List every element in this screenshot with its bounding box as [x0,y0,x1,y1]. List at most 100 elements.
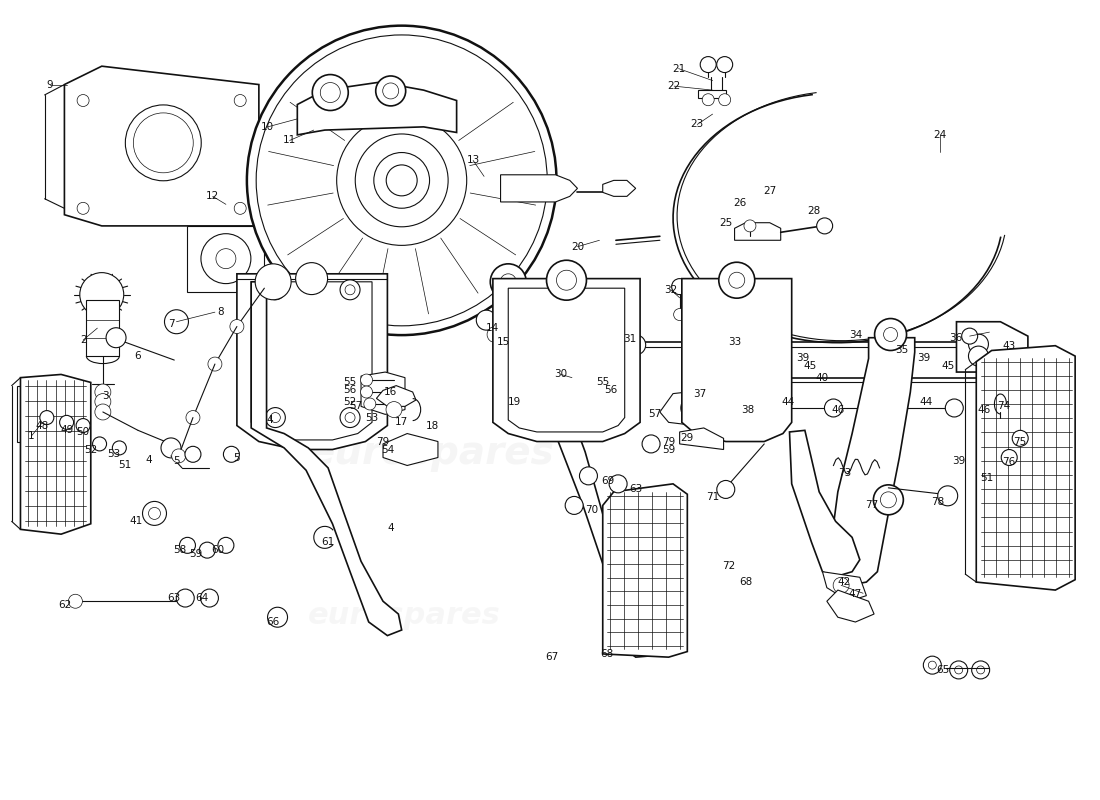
Text: 13: 13 [466,155,480,166]
Text: 47: 47 [849,589,862,599]
Circle shape [223,446,240,462]
Text: 54: 54 [381,446,394,455]
Text: 21: 21 [672,63,685,74]
Circle shape [681,396,705,420]
Polygon shape [493,278,640,442]
Circle shape [76,418,90,433]
Text: 55: 55 [343,378,356,387]
Circle shape [186,410,200,425]
Circle shape [208,357,222,371]
Circle shape [961,328,978,344]
Circle shape [833,578,849,594]
Text: 45: 45 [942,362,955,371]
Polygon shape [603,484,688,657]
Circle shape [361,386,373,398]
Text: 33: 33 [728,338,741,347]
Polygon shape [251,282,372,440]
Circle shape [345,285,355,294]
Text: 3: 3 [101,391,109,401]
Circle shape [750,399,768,417]
Text: 5: 5 [233,454,240,463]
Circle shape [575,373,591,389]
Text: 38: 38 [741,406,755,415]
Circle shape [296,262,328,294]
Text: 26: 26 [734,198,747,208]
Polygon shape [698,90,726,98]
Polygon shape [827,590,875,622]
Circle shape [557,270,576,290]
Circle shape [106,328,127,348]
Polygon shape [957,322,1027,372]
Polygon shape [500,174,578,202]
Polygon shape [21,374,91,534]
Circle shape [161,438,182,458]
Text: 14: 14 [486,323,499,333]
Text: 34: 34 [849,330,862,339]
Text: 19: 19 [508,397,521,406]
Text: 31: 31 [624,334,637,343]
Circle shape [355,134,448,227]
Text: 39: 39 [917,354,931,363]
Text: 76: 76 [1002,458,1015,467]
Circle shape [874,318,906,350]
Circle shape [642,435,660,453]
Text: 61: 61 [321,537,334,547]
Polygon shape [383,434,438,466]
Text: 63: 63 [629,485,642,494]
Text: 72: 72 [723,561,736,571]
Circle shape [77,94,89,106]
Polygon shape [187,226,264,292]
Circle shape [234,94,246,106]
Circle shape [267,607,287,627]
Text: 68: 68 [601,649,614,659]
Circle shape [494,382,518,406]
Polygon shape [735,222,781,240]
Circle shape [816,218,833,234]
Circle shape [977,666,985,674]
Text: 52: 52 [85,446,98,455]
Circle shape [880,492,896,508]
Circle shape [883,327,898,342]
Text: 70: 70 [585,506,598,515]
Text: 44: 44 [782,398,795,407]
Polygon shape [251,282,402,635]
Circle shape [340,280,360,300]
Circle shape [95,404,111,420]
Circle shape [717,481,735,498]
Circle shape [702,94,714,106]
Circle shape [476,310,496,330]
Text: 58: 58 [173,545,186,555]
Text: 57: 57 [648,410,661,419]
Circle shape [672,278,688,294]
Text: 75: 75 [1013,438,1026,447]
Circle shape [179,538,196,554]
Polygon shape [830,338,915,586]
Circle shape [246,26,557,335]
Text: 59: 59 [662,445,675,454]
Circle shape [95,394,111,410]
Polygon shape [977,346,1075,590]
Text: 78: 78 [932,498,945,507]
Text: 4: 4 [145,455,152,465]
Text: 59: 59 [189,549,202,559]
Polygon shape [603,180,636,196]
Polygon shape [65,66,258,226]
Text: 17: 17 [395,417,408,426]
Text: 63: 63 [167,593,180,603]
Circle shape [609,475,627,493]
Circle shape [580,467,597,485]
Circle shape [1001,450,1018,466]
Circle shape [265,407,285,427]
Circle shape [39,414,46,422]
Text: 35: 35 [895,345,909,354]
Text: 36: 36 [949,333,962,342]
Text: 74: 74 [997,402,1011,411]
Circle shape [288,105,306,123]
Circle shape [968,346,989,366]
Circle shape [92,437,107,451]
Text: 10: 10 [261,122,274,132]
Polygon shape [680,428,724,450]
Circle shape [744,220,756,232]
Text: 25: 25 [719,218,733,228]
Circle shape [500,274,516,290]
